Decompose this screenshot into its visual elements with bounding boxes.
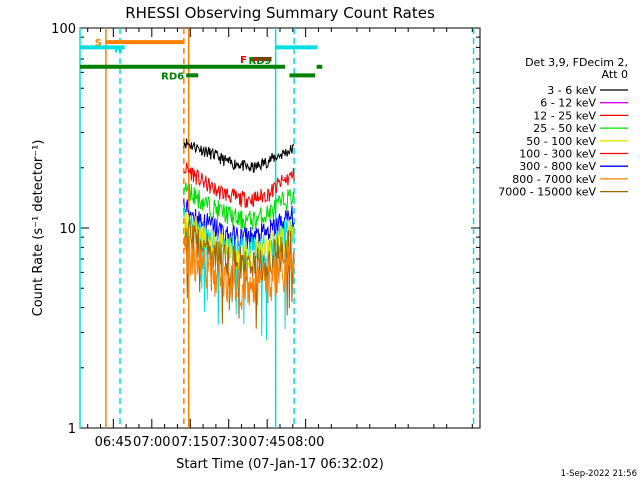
count-rate-series <box>183 199 295 251</box>
chart-title: RHESSI Observing Summary Count Rates <box>125 4 435 22</box>
y-tick-label: 10 <box>59 222 76 237</box>
legend-entry-label: 3 - 6 keV <box>547 84 596 97</box>
legend-entry-label: 12 - 25 keV <box>533 109 596 122</box>
count-rate-series <box>183 207 295 341</box>
x-tick-label: 07:30 <box>210 435 247 450</box>
legend-entry-label: 6 - 12 keV <box>540 97 596 110</box>
y-tick-label: 100 <box>51 22 76 37</box>
flag-label: RD9 <box>249 56 272 67</box>
legend-entry-label: 100 - 300 keV <box>519 148 596 161</box>
y-tick-label: 1 <box>68 422 76 437</box>
legend-entry-label: 800 - 7000 keV <box>512 173 596 186</box>
footer-timestamp: 1-Sep-2022 21:56 <box>561 469 637 479</box>
x-tick-label: 07:00 <box>133 435 170 450</box>
flag-label: S <box>95 38 102 49</box>
legend-entry-label: 7000 - 15000 keV <box>498 186 596 199</box>
flag-label: N <box>114 44 122 55</box>
flag-label: F <box>240 55 247 66</box>
x-axis-label: Start Time (07-Jan-17 06:32:02) <box>176 457 384 472</box>
legend-entry-label: 300 - 800 keV <box>519 160 596 173</box>
flag-label: RD6 <box>161 71 184 82</box>
x-tick-label: 07:15 <box>172 435 209 450</box>
legend-entry-label: 50 - 100 keV <box>526 135 596 148</box>
y-axis-label: Count Rate (s⁻¹ detector⁻¹) <box>31 140 46 317</box>
count-rate-series <box>183 138 295 173</box>
count-rate-series <box>183 218 295 329</box>
count-rate-series <box>183 211 295 274</box>
x-tick-label: 06:45 <box>95 435 132 450</box>
legend-entry-label: 25 - 50 keV <box>533 122 596 135</box>
legend-header: Det 3,9, FDecim 2, <box>525 56 628 69</box>
x-tick-label: 07:45 <box>248 435 285 450</box>
count-rate-series <box>183 162 295 208</box>
count-rate-series <box>183 236 295 310</box>
legend-header: Att 0 <box>602 68 628 81</box>
count-rate-series <box>183 182 295 231</box>
x-tick-label: 08:00 <box>287 435 324 450</box>
